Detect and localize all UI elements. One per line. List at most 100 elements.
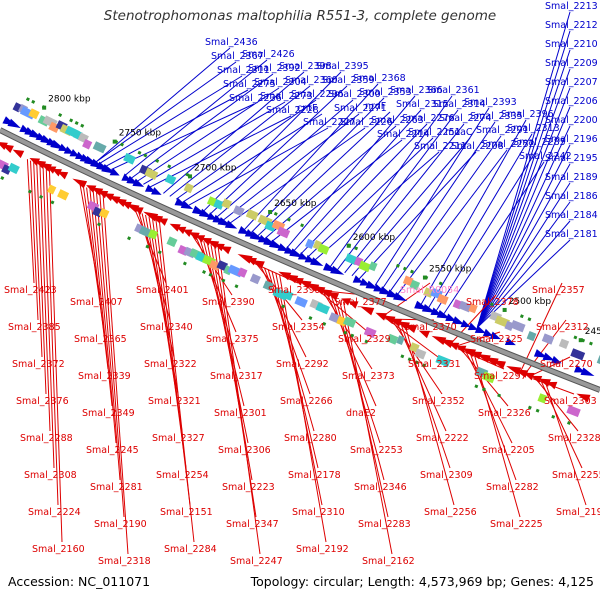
forward-gene-label: Smal_2206 <box>545 96 598 107</box>
forward-gene-arrow <box>436 310 451 319</box>
reverse-gene-label: Smal_R0054 <box>400 285 459 296</box>
feature-dot <box>97 222 102 227</box>
cog-color-block <box>317 243 330 255</box>
feature-dot <box>566 421 571 425</box>
reverse-gene-label: Smal_2399 <box>268 285 321 296</box>
reverse-label-leader <box>99 193 125 518</box>
forward-label-leader <box>435 147 539 312</box>
reverse-gene-arrow <box>292 277 304 286</box>
forward-gene-arrow <box>69 148 80 157</box>
forward-gene-arrow <box>580 367 595 377</box>
cog-color-block <box>294 296 308 308</box>
reverse-gene-arrow <box>57 171 69 180</box>
reverse-gene-arrow <box>103 193 115 202</box>
cog-color-block <box>144 167 159 180</box>
feature-dot <box>39 194 44 199</box>
forward-label-leader <box>476 106 571 328</box>
reverse-gene-label: Smal_2309 <box>420 470 473 481</box>
forward-gene-label: Smal_2392 <box>248 63 301 74</box>
reverse-gene-arrow <box>304 282 320 293</box>
reverse-gene-arrow <box>46 166 57 174</box>
feature-dot <box>489 302 494 307</box>
cog-color-block <box>481 371 496 384</box>
forward-label-leader <box>130 73 274 179</box>
reverse-gene-arrow <box>125 203 140 213</box>
reverse-gene-label: Smal_2178 <box>288 470 341 481</box>
forward-gene-label: Smal_2212 <box>545 20 598 31</box>
forward-gene-label: Smal_2251 <box>408 127 461 138</box>
reverse-gene-arrow <box>121 201 132 210</box>
reverse-gene-label: Smal_2306 <box>218 445 271 456</box>
feature-dot <box>202 269 207 274</box>
reverse-gene-arrow <box>389 318 403 327</box>
reverse-gene-arrow <box>418 330 430 339</box>
forward-gene-arrow <box>352 275 364 283</box>
forward-gene-label: Smal_2311 <box>217 65 270 76</box>
forward-label-leader <box>229 127 366 224</box>
feature-dot <box>281 304 286 309</box>
forward-label-leader <box>105 89 249 167</box>
kbp-tick-marker <box>502 307 507 312</box>
reverse-gene-label: Smal_2297 <box>474 371 527 382</box>
forward-label-leader <box>389 135 502 292</box>
reverse-gene-label: Smal_2373 <box>342 371 395 382</box>
forward-gene-label: Smal_2359 <box>322 75 375 86</box>
cog-color-block <box>183 182 194 194</box>
feature-dot <box>221 278 226 283</box>
reverse-gene-label: Smal_2225 <box>490 519 543 530</box>
reverse-label-leader <box>405 327 455 506</box>
cog-color-block <box>282 289 294 301</box>
reverse-gene-label: Smal_2423 <box>4 285 57 296</box>
feature-dot <box>0 176 5 181</box>
reverse-gene-arrow <box>461 347 477 357</box>
reverse-label-leader <box>457 348 505 370</box>
forward-label-leader <box>216 99 354 218</box>
forward-gene-arrow <box>109 167 120 176</box>
forward-label-leader <box>271 139 403 242</box>
forward-gene-arrow <box>310 257 324 266</box>
reverse-gene-arrow <box>476 353 491 363</box>
feature-dot <box>402 266 407 271</box>
cog-color-block <box>1 164 12 175</box>
cog-color-block <box>358 260 372 273</box>
reverse-gene-label: Smal_2354 <box>272 322 325 333</box>
forward-label-leader <box>476 220 571 328</box>
cog-color-block <box>541 333 555 345</box>
reverse-gene-arrow <box>157 218 169 226</box>
reverse-gene-arrow <box>206 240 220 249</box>
reverse-gene-arrow <box>1 144 14 154</box>
reverse-gene-label: Smal_2222 <box>416 433 469 444</box>
forward-gene-label: Smal_2361 <box>427 85 480 96</box>
forward-label-leader <box>358 151 477 280</box>
cog-color-block <box>305 238 315 249</box>
kbp-tick-label: 2600 kbp <box>353 233 396 243</box>
forward-gene-label: Smal_2304 <box>254 77 307 88</box>
reverse-gene-label: Smal_2280 <box>284 433 337 444</box>
reverse-gene-arrow <box>455 345 467 354</box>
feature-dot <box>422 363 427 368</box>
reverse-gene-label: Smal_2407 <box>70 297 123 308</box>
forward-gene-label: Smal_2426 <box>242 49 295 60</box>
forward-label-leader <box>98 75 243 165</box>
reverse-label-leader <box>397 323 447 432</box>
forward-label-leader <box>188 127 329 206</box>
forward-gene-label: Smal_2315 <box>396 99 449 110</box>
kbp-tick-label: 2650 kbp <box>274 199 317 209</box>
reverse-gene-arrow <box>34 160 47 169</box>
feature-dot <box>527 317 532 322</box>
feature-dot <box>343 330 348 335</box>
forward-gene-label: Smal_2300 <box>328 89 381 100</box>
reverse-gene-arrow <box>12 149 25 159</box>
reverse-gene-label: Smal_2256 <box>424 507 477 518</box>
forward-gene-label: Smal_2285 <box>513 137 566 148</box>
cog-color-block <box>566 405 581 418</box>
reverse-label-leader <box>86 187 109 370</box>
reverse-label-leader <box>323 292 373 370</box>
cog-color-block <box>221 198 233 209</box>
feature-dot <box>527 405 532 410</box>
forward-label-leader <box>149 115 292 188</box>
feature-dot <box>58 113 63 118</box>
kbp-tick-marker <box>578 338 583 343</box>
cog-color-block <box>414 348 427 360</box>
